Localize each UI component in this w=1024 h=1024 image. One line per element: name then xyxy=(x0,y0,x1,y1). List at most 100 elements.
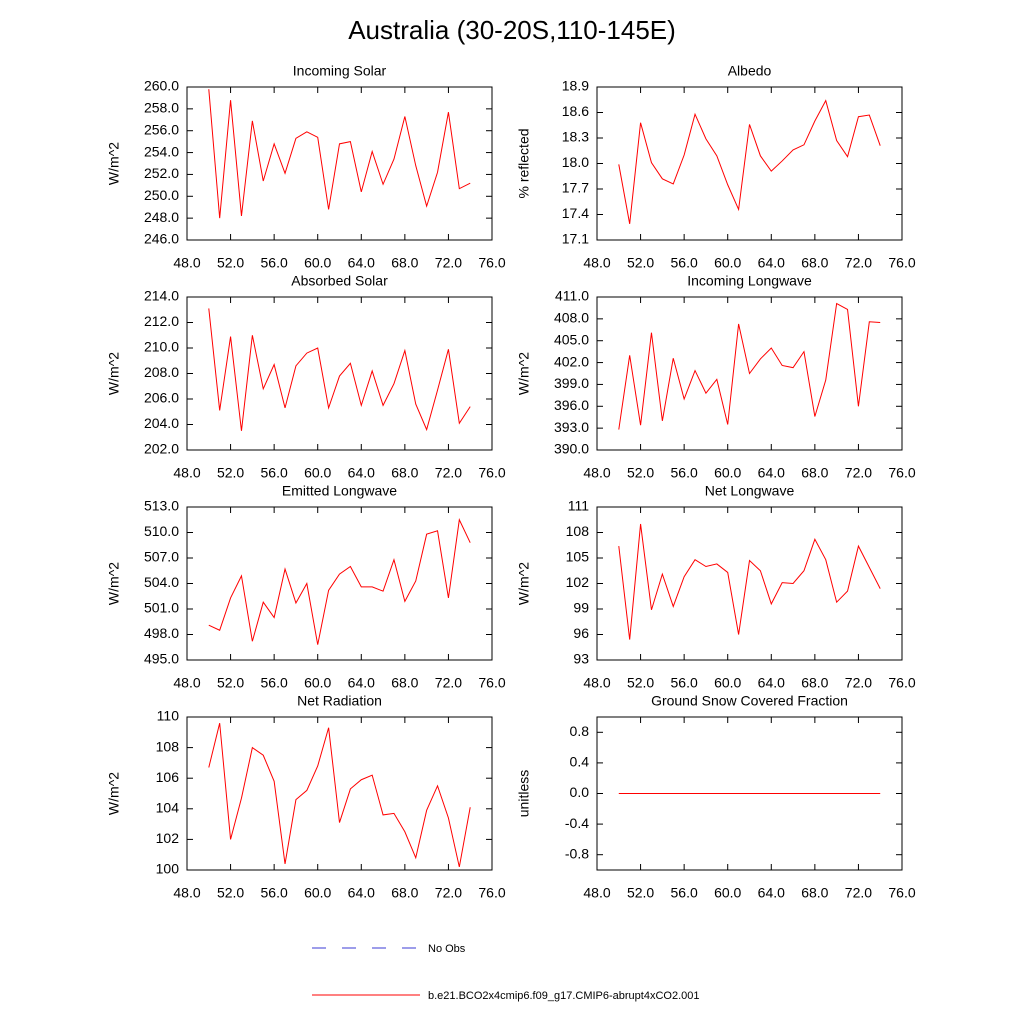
x-tick-label: 52.0 xyxy=(217,675,244,691)
y-tick-label: 93 xyxy=(573,651,589,667)
y-tick-label: -0.4 xyxy=(565,815,589,831)
x-tick-label: 56.0 xyxy=(671,885,698,901)
plot-frame xyxy=(186,716,493,871)
y-tick-label: 246.0 xyxy=(144,231,179,247)
y-tick-label: 402.0 xyxy=(554,353,589,369)
y-tick-label: 102 xyxy=(566,574,590,590)
y-tick-label: 248.0 xyxy=(144,209,179,225)
y-tick-label: 250.0 xyxy=(144,187,179,203)
panel-title: Incoming Solar xyxy=(293,63,387,79)
y-tick-label: 99 xyxy=(573,600,589,616)
x-tick-label: 72.0 xyxy=(845,675,872,691)
panel-title: Albedo xyxy=(728,63,772,79)
y-tick-label: 108 xyxy=(566,523,590,539)
x-tick-label: 56.0 xyxy=(671,255,698,271)
y-tick-label: 18.6 xyxy=(562,103,589,119)
x-tick-label: 72.0 xyxy=(435,255,462,271)
x-tick-label: 68.0 xyxy=(801,675,828,691)
legend-label: b.e21.BCO2x4cmip6.f09_g17.CMIP6-abrupt4x… xyxy=(428,990,700,1002)
x-tick-label: 48.0 xyxy=(583,465,610,481)
data-line xyxy=(618,302,881,430)
y-tick-label: 96 xyxy=(573,625,589,641)
y-axis-title: W/m^2 xyxy=(106,562,122,605)
data-line xyxy=(618,523,881,640)
y-tick-label: 0.4 xyxy=(570,754,590,770)
x-tick-label: 68.0 xyxy=(391,465,418,481)
x-tick-label: 56.0 xyxy=(261,255,288,271)
y-tick-label: 17.7 xyxy=(562,180,589,196)
x-tick-label: 72.0 xyxy=(435,465,462,481)
x-tick-label: 48.0 xyxy=(173,885,200,901)
x-tick-label: 60.0 xyxy=(304,885,331,901)
y-axis-title: W/m^2 xyxy=(106,772,122,815)
x-tick-label: 68.0 xyxy=(801,465,828,481)
y-tick-label: 214.0 xyxy=(144,288,179,304)
x-tick-label: 48.0 xyxy=(583,675,610,691)
x-tick-label: 56.0 xyxy=(671,465,698,481)
x-tick-label: 68.0 xyxy=(391,885,418,901)
y-tick-label: 501.0 xyxy=(144,600,179,616)
y-tick-label: 399.0 xyxy=(554,375,589,391)
x-tick-label: 68.0 xyxy=(391,675,418,691)
x-tick-label: 48.0 xyxy=(173,465,200,481)
y-tick-label: 111 xyxy=(568,498,589,514)
y-tick-label: 390.0 xyxy=(554,441,589,457)
y-tick-label: 104 xyxy=(156,800,180,816)
x-tick-label: 56.0 xyxy=(261,465,288,481)
y-tick-label: 411.0 xyxy=(555,288,589,304)
x-tick-label: 76.0 xyxy=(478,675,505,691)
x-tick-label: 56.0 xyxy=(261,885,288,901)
y-tick-label: 507.0 xyxy=(144,549,179,565)
panel-title: Emitted Longwave xyxy=(282,483,397,499)
y-tick-label: 513.0 xyxy=(144,498,179,514)
plot-frame xyxy=(186,296,493,451)
x-tick-label: 76.0 xyxy=(888,465,915,481)
panel-title: Net Longwave xyxy=(705,483,795,499)
x-tick-label: 60.0 xyxy=(714,465,741,481)
x-tick-label: 56.0 xyxy=(671,675,698,691)
x-tick-label: 76.0 xyxy=(478,255,505,271)
plot-frame xyxy=(186,86,493,241)
y-axis-title: unitless xyxy=(516,770,532,817)
x-tick-label: 52.0 xyxy=(217,255,244,271)
x-tick-label: 52.0 xyxy=(627,255,654,271)
x-tick-label: 64.0 xyxy=(348,675,375,691)
data-line xyxy=(618,99,881,224)
x-tick-label: 60.0 xyxy=(714,675,741,691)
y-tick-label: 208.0 xyxy=(144,364,179,380)
x-tick-label: 52.0 xyxy=(627,675,654,691)
x-tick-label: 64.0 xyxy=(348,465,375,481)
x-tick-label: 48.0 xyxy=(173,255,200,271)
x-tick-label: 72.0 xyxy=(845,885,872,901)
x-tick-label: 60.0 xyxy=(304,675,331,691)
x-tick-label: 68.0 xyxy=(801,255,828,271)
x-tick-label: 60.0 xyxy=(304,465,331,481)
y-tick-label: 408.0 xyxy=(554,310,589,326)
x-tick-label: 52.0 xyxy=(627,885,654,901)
x-tick-label: 64.0 xyxy=(758,885,785,901)
panel-title: Incoming Longwave xyxy=(687,273,812,289)
y-tick-label: 0.8 xyxy=(570,723,590,739)
panel-title: Net Radiation xyxy=(297,693,382,709)
data-line xyxy=(208,89,471,219)
y-tick-label: 105 xyxy=(566,549,590,565)
y-axis-title: % reflected xyxy=(516,128,532,198)
x-tick-label: 76.0 xyxy=(478,885,505,901)
plot-frame xyxy=(596,506,903,661)
y-tick-label: 206.0 xyxy=(144,390,179,406)
panel-title: Absorbed Solar xyxy=(291,273,388,289)
x-tick-label: 68.0 xyxy=(391,255,418,271)
x-tick-label: 60.0 xyxy=(304,255,331,271)
x-tick-label: 48.0 xyxy=(173,675,200,691)
y-tick-label: 256.0 xyxy=(144,121,179,137)
y-tick-label: 258.0 xyxy=(144,100,179,116)
x-tick-label: 52.0 xyxy=(217,465,244,481)
x-tick-label: 72.0 xyxy=(845,255,872,271)
y-tick-label: 18.3 xyxy=(562,129,589,145)
y-tick-label: 204.0 xyxy=(144,415,179,431)
y-tick-label: 18.0 xyxy=(562,154,589,170)
y-axis-title: W/m^2 xyxy=(106,352,122,395)
y-tick-label: 106 xyxy=(156,769,180,785)
x-tick-label: 64.0 xyxy=(758,255,785,271)
